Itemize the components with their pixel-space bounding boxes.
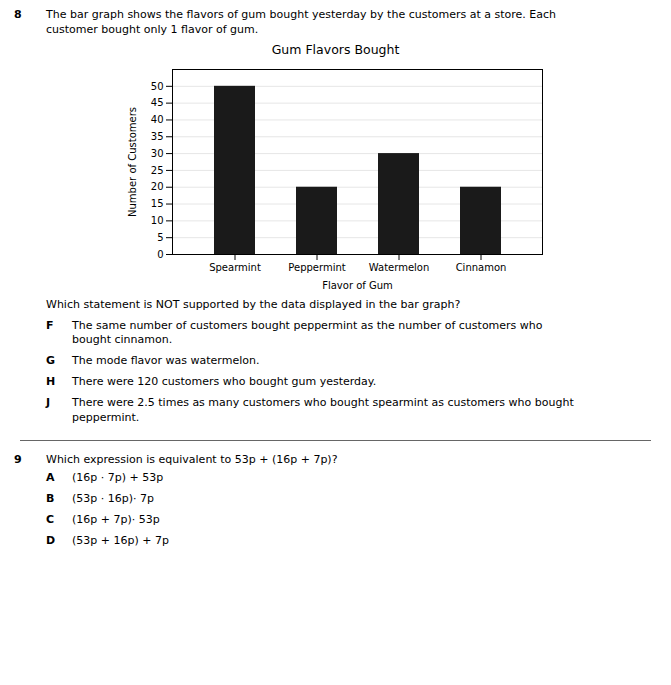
- html-text:The bar graph shows the flavor: The bar graph shows the flavors of gum b…: [46, 8, 556, 36]
- html-text:D: D: [46, 534, 56, 547]
- svg-text:Cinnamon: Cinnamon: [455, 261, 506, 272]
- svg-text:25: 25: [150, 164, 163, 175]
- html-text:(53p · 16p)· 7p: (53p · 16p)· 7p: [72, 492, 154, 506]
- svg-text:0: 0: [157, 248, 163, 259]
- svg-text:15: 15: [150, 198, 163, 209]
- html-text:H: H: [46, 375, 56, 389]
- html-text:G: G: [46, 354, 55, 368]
- html-text:(53p + 16p) + 7p: (53p + 16p) + 7p: [72, 534, 169, 547]
- html-text:There were 2.5 times as many c: There were 2.5 times as many customers w…: [72, 395, 574, 424]
- svg-text:50: 50: [150, 80, 163, 91]
- svg-text:Spearmint: Spearmint: [209, 261, 261, 272]
- html-text:(16p + 7p)· 53p: (16p + 7p)· 53p: [72, 513, 160, 527]
- svg-text:30: 30: [150, 147, 163, 158]
- svg-text:Watermelon: Watermelon: [368, 261, 429, 272]
- svg-text:40: 40: [150, 114, 163, 125]
- html-text:The same number of customers b: The same number of customers bought pepp…: [72, 318, 543, 347]
- html-text:C: C: [46, 513, 55, 527]
- svg-text:Number of Customers: Number of Customers: [126, 107, 137, 217]
- svg-text:5: 5: [157, 232, 163, 243]
- html-text:(16p · 7p) + 53p: (16p · 7p) + 53p: [72, 471, 164, 485]
- html-text:A: A: [46, 471, 55, 485]
- svg-text:45: 45: [150, 97, 163, 108]
- html-text:There were 120 customers who b: There were 120 customers who bought gum …: [72, 375, 377, 389]
- html-text:Gum Flavors Bought: Gum Flavors Bought: [271, 41, 400, 57]
- html-text:F: F: [46, 318, 54, 332]
- svg-text:20: 20: [150, 181, 163, 192]
- html-text:B: B: [46, 492, 55, 506]
- html-text:8: 8: [14, 8, 22, 21]
- html-text:J: J: [46, 395, 51, 409]
- svg-text:35: 35: [150, 131, 163, 142]
- html-text:9: 9: [14, 452, 22, 466]
- svg-text:Peppermint: Peppermint: [288, 261, 345, 272]
- html-text:The mode flavor was watermelon: The mode flavor was watermelon.: [72, 354, 260, 368]
- html-text:Which statement is NOT support: Which statement is NOT supported by the …: [46, 297, 461, 311]
- svg-text:10: 10: [150, 215, 163, 226]
- svg-text:Flavor of Gum: Flavor of Gum: [322, 279, 393, 290]
- html-text:Which expression is equivalent: Which expression is equivalent to 53p + …: [46, 452, 338, 466]
